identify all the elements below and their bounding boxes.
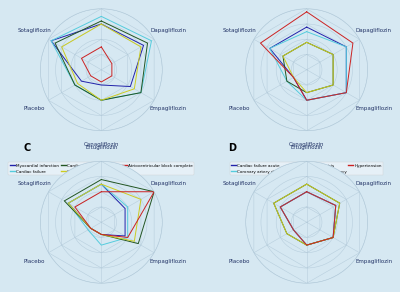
Legend: Cardiac failure acute, Coronary artery disease, Hypertensive crisis, Hypertensiv: Cardiac failure acute, Coronary artery d… xyxy=(230,162,384,175)
Text: A: A xyxy=(23,0,31,1)
Text: C: C xyxy=(23,143,30,154)
Text: D: D xyxy=(229,143,237,154)
Legend: Myocardial infarction, Cardiac failure, Cardiac failure chronic, Cardiac failure: Myocardial infarction, Cardiac failure, … xyxy=(8,162,194,175)
Text: B: B xyxy=(229,0,236,1)
